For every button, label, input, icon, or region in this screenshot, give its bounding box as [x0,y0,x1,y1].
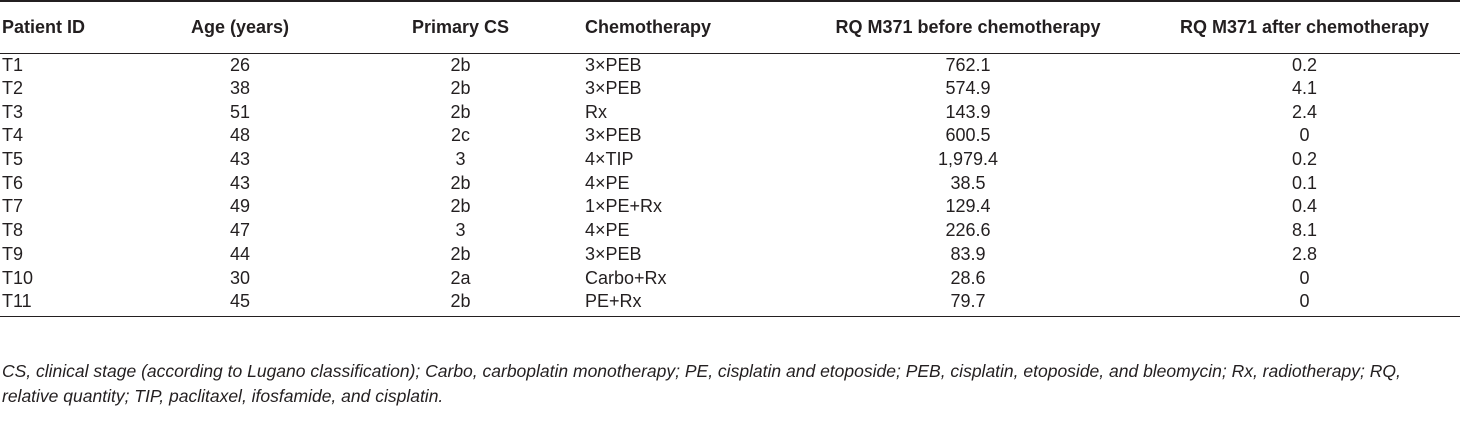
table-row: T6 43 2b 4×PE 38.5 0.1 [0,171,1460,195]
header-rq-after: RQ M371 after chemotherapy [1147,0,1460,54]
table-footnote: CS, clinical stage (according to Lugano … [2,361,1401,406]
cell-rq-after: 0.4 [1291,196,1318,217]
table-row: T7 49 2b 1×PE+Rx 129.4 0.4 [0,195,1460,219]
cell-age: 51 [229,101,251,122]
cell-rq-before: 574.9 [945,78,991,99]
table-row: T5 43 3 4×TIP 1,979.4 0.2 [0,148,1460,172]
cell-rq-after: 0.2 [1291,149,1318,170]
table-header-row: Patient ID Age (years) Primary CS Chemot… [0,0,1460,54]
cell-chemotherapy: 1×PE+Rx [585,196,663,217]
cell-patient-id: T10 [2,267,34,288]
cell-primary-cs: 2b [450,172,471,193]
cell-rq-after: 0 [1299,125,1310,146]
cell-rq-after: 0 [1299,267,1310,288]
cell-primary-cs: 2b [450,78,471,99]
cell-chemotherapy: 3×PEB [585,78,642,99]
cell-chemotherapy: Rx [585,101,607,122]
cell-rq-after: 2.8 [1291,243,1318,264]
cell-primary-cs: 3 [455,149,466,170]
patient-table: Patient ID Age (years) Primary CS Chemot… [0,0,1460,317]
cell-rq-before: 38.5 [950,172,986,193]
cell-chemotherapy: 3×PEB [585,243,642,264]
header-chemotherapy: Chemotherapy [577,0,789,54]
cell-patient-id: T2 [2,78,24,99]
cell-rq-before: 143.9 [945,101,991,122]
cell-primary-cs: 2c [450,125,470,146]
header-primary-cs: Primary CS [344,0,577,54]
table-row: T3 51 2b Rx 143.9 2.4 [0,100,1460,124]
cell-primary-cs: 2b [450,101,471,122]
cell-patient-id: T5 [2,149,24,170]
cell-rq-before: 28.6 [950,267,986,288]
table-row: T8 47 3 4×PE 226.6 8.1 [0,219,1460,243]
cell-rq-before: 79.7 [789,289,1147,317]
cell-age: 45 [136,289,344,317]
header-patient-id: Patient ID [0,0,136,54]
cell-rq-after: 0.2 [1291,54,1318,75]
cell-patient-id: T11 [0,289,136,317]
cell-patient-id: T1 [2,54,24,75]
cell-rq-before: 226.6 [945,220,991,241]
cell-chemotherapy: Carbo+Rx [585,267,667,288]
table-row: T2 38 2b 3×PEB 574.9 4.1 [0,77,1460,101]
cell-age: 30 [229,267,251,288]
cell-primary-cs: 3 [455,220,466,241]
cell-primary-cs: 2a [450,267,471,288]
cell-patient-id: T9 [2,243,24,264]
cell-rq-before: 129.4 [945,196,991,217]
cell-age: 48 [229,125,251,146]
cell-chemotherapy: 4×TIP [585,149,634,170]
cell-age: 43 [229,172,251,193]
cell-age: 49 [229,196,251,217]
cell-chemotherapy: 4×PE [585,172,630,193]
cell-patient-id: T4 [2,125,24,146]
cell-rq-before: 600.5 [945,125,991,146]
cell-chemotherapy: 3×PEB [585,54,642,75]
cell-rq-before: 83.9 [950,243,986,264]
cell-age: 38 [229,78,251,99]
cell-chemotherapy: PE+Rx [577,289,789,317]
table-row: T1 26 2b 3×PEB 762.1 0.2 [0,53,1460,77]
cell-rq-after: 0.1 [1291,172,1318,193]
cell-patient-id: T8 [2,220,24,241]
cell-rq-after: 4.1 [1291,78,1318,99]
cell-age: 26 [229,54,251,75]
cell-patient-id: T6 [2,172,24,193]
cell-rq-after: 0 [1147,289,1460,317]
cell-age: 47 [229,220,251,241]
cell-primary-cs: 2b [450,243,471,264]
header-age: Age (years) [136,0,344,54]
table-row: T9 44 2b 3×PEB 83.9 2.8 [0,243,1460,267]
cell-patient-id: T7 [2,196,24,217]
cell-patient-id: T3 [2,101,24,122]
cell-rq-before: 1,979.4 [937,149,999,170]
cell-primary-cs: 2b [344,289,577,317]
cell-age: 43 [229,149,251,170]
table-row: T10 30 2a Carbo+Rx 28.6 0 [0,266,1460,290]
table-row: T4 48 2c 3×PEB 600.5 0 [0,124,1460,148]
table-body: T1 26 2b 3×PEB 762.1 0.2 T2 38 2b 3×PEB 574.9 4.1 T3… [0,53,1460,317]
table-row: T11 45 2b PE+Rx 79.7 0 [0,289,1460,317]
cell-rq-after: 2.4 [1291,101,1318,122]
cell-rq-before: 762.1 [945,54,991,75]
header-rq-before: RQ M371 before chemotherapy [789,0,1147,54]
cell-chemotherapy: 4×PE [585,220,630,241]
cell-primary-cs: 2b [450,196,471,217]
cell-primary-cs: 2b [450,54,471,75]
cell-rq-after: 8.1 [1291,220,1318,241]
cell-chemotherapy: 3×PEB [585,125,642,146]
cell-age: 44 [229,243,251,264]
